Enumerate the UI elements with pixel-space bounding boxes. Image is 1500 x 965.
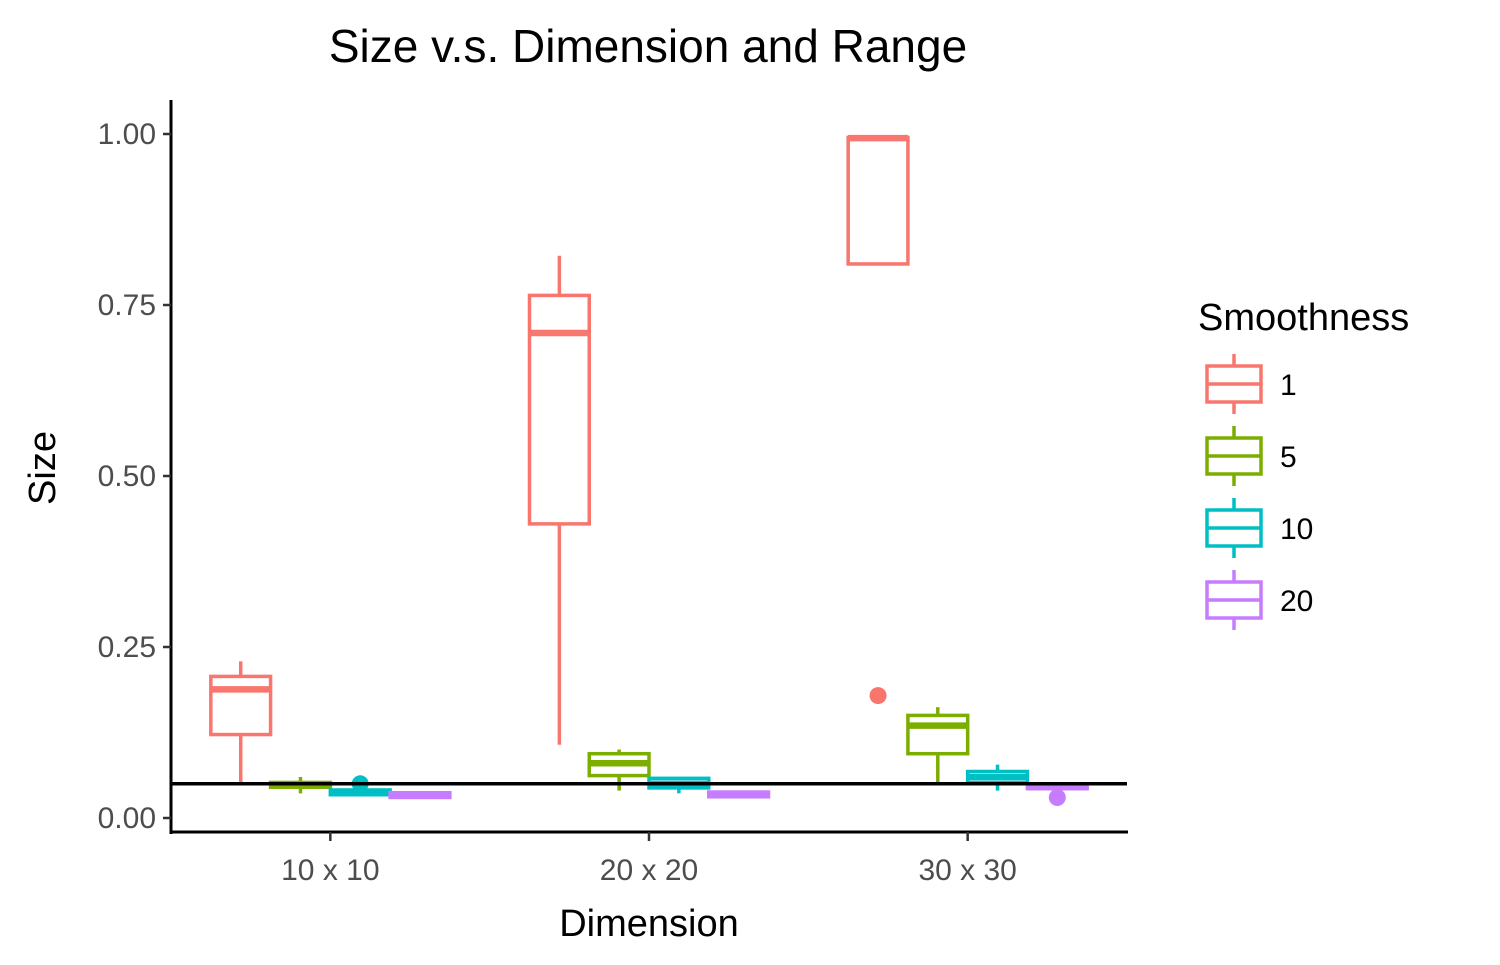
box-plot [965,764,1030,791]
x-tick-label: 20 x 20 [600,854,698,887]
y-tick-label: 0.50 [98,460,156,493]
y-tick-label: 0.00 [98,802,156,835]
box-plot [209,661,273,784]
legend-title: Smoothness [1198,297,1409,339]
x-axis-ticks: 10 x 10 20 x 20 30 x 30 [281,832,1017,887]
box-plot [846,134,910,705]
series-10-boxes [328,764,1030,797]
x-axis-title: Dimension [559,903,739,945]
y-tick-label: 0.75 [98,289,156,322]
legend-item-1: 1 [1205,354,1297,414]
legend-item-5: 5 [1205,426,1297,486]
series-5-boxes [268,707,970,794]
box-iqr [527,293,591,526]
legend-label: 5 [1280,441,1297,474]
legend: Smoothness 1 5 10 20 [1198,297,1409,630]
box-plot [1025,783,1089,806]
box-plot [388,790,452,800]
box-iqr [846,135,910,266]
chart-title: Size v.s. Dimension and Range [329,20,967,72]
outlier-point [869,687,887,705]
y-axis-title: Size [22,431,64,505]
legend-label: 10 [1280,513,1313,546]
outlier-point [1048,788,1066,806]
box-plot [527,255,591,745]
x-tick-label: 10 x 10 [281,854,379,887]
legend-label: 20 [1280,585,1313,618]
y-tick-label: 0.25 [98,631,156,664]
box-plot [707,790,771,799]
x-tick-label: 30 x 30 [918,854,1016,887]
box-iqr [906,713,970,756]
box-iqr [209,674,273,737]
y-axis-ticks: 0.00 0.25 0.50 0.75 1.00 [98,118,171,835]
series-20-boxes [388,783,1089,806]
legend-item-20: 20 [1205,570,1313,630]
legend-item-10: 10 [1205,498,1313,558]
legend-label: 1 [1280,369,1297,402]
legend-entries: 1 5 10 20 [1205,354,1313,630]
series-1-boxes [209,134,910,784]
plot-area [171,134,1127,806]
box-plot [587,749,651,791]
y-tick-label: 1.00 [98,118,156,151]
box-plot [906,707,970,786]
